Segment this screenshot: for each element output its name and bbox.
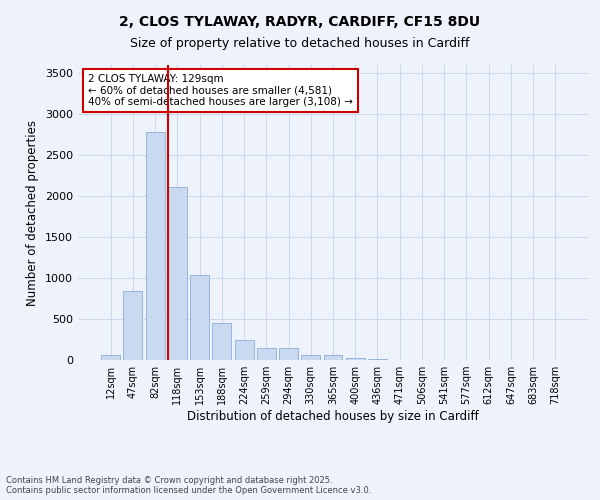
Bar [168,187,187,360]
Text: 2, CLOS TYLAWAY, RADYR, CARDIFF, CF15 8DU: 2, CLOS TYLAWAY, RADYR, CARDIFF, CF15 8D… [119,15,481,29]
Bar [146,132,164,360]
Text: 2 CLOS TYLAWAY: 129sqm
← 60% of detached houses are smaller (4,581)
40% of semi-: 2 CLOS TYLAWAY: 129sqm ← 60% of detached… [88,74,353,107]
Text: Contains HM Land Registry data © Crown copyright and database right 2025.
Contai: Contains HM Land Registry data © Crown c… [6,476,371,495]
Bar [212,322,231,360]
Bar [190,275,209,360]
Bar [346,358,365,360]
Bar [124,291,142,360]
Bar [101,356,120,360]
Bar [235,340,254,360]
Text: Size of property relative to detached houses in Cardiff: Size of property relative to detached ho… [130,38,470,51]
X-axis label: Distribution of detached houses by size in Cardiff: Distribution of detached houses by size … [187,410,479,423]
Bar [279,348,298,360]
Y-axis label: Number of detached properties: Number of detached properties [26,120,40,306]
Bar [301,354,320,360]
Bar [368,359,387,360]
Bar [323,356,343,360]
Bar [257,348,276,360]
